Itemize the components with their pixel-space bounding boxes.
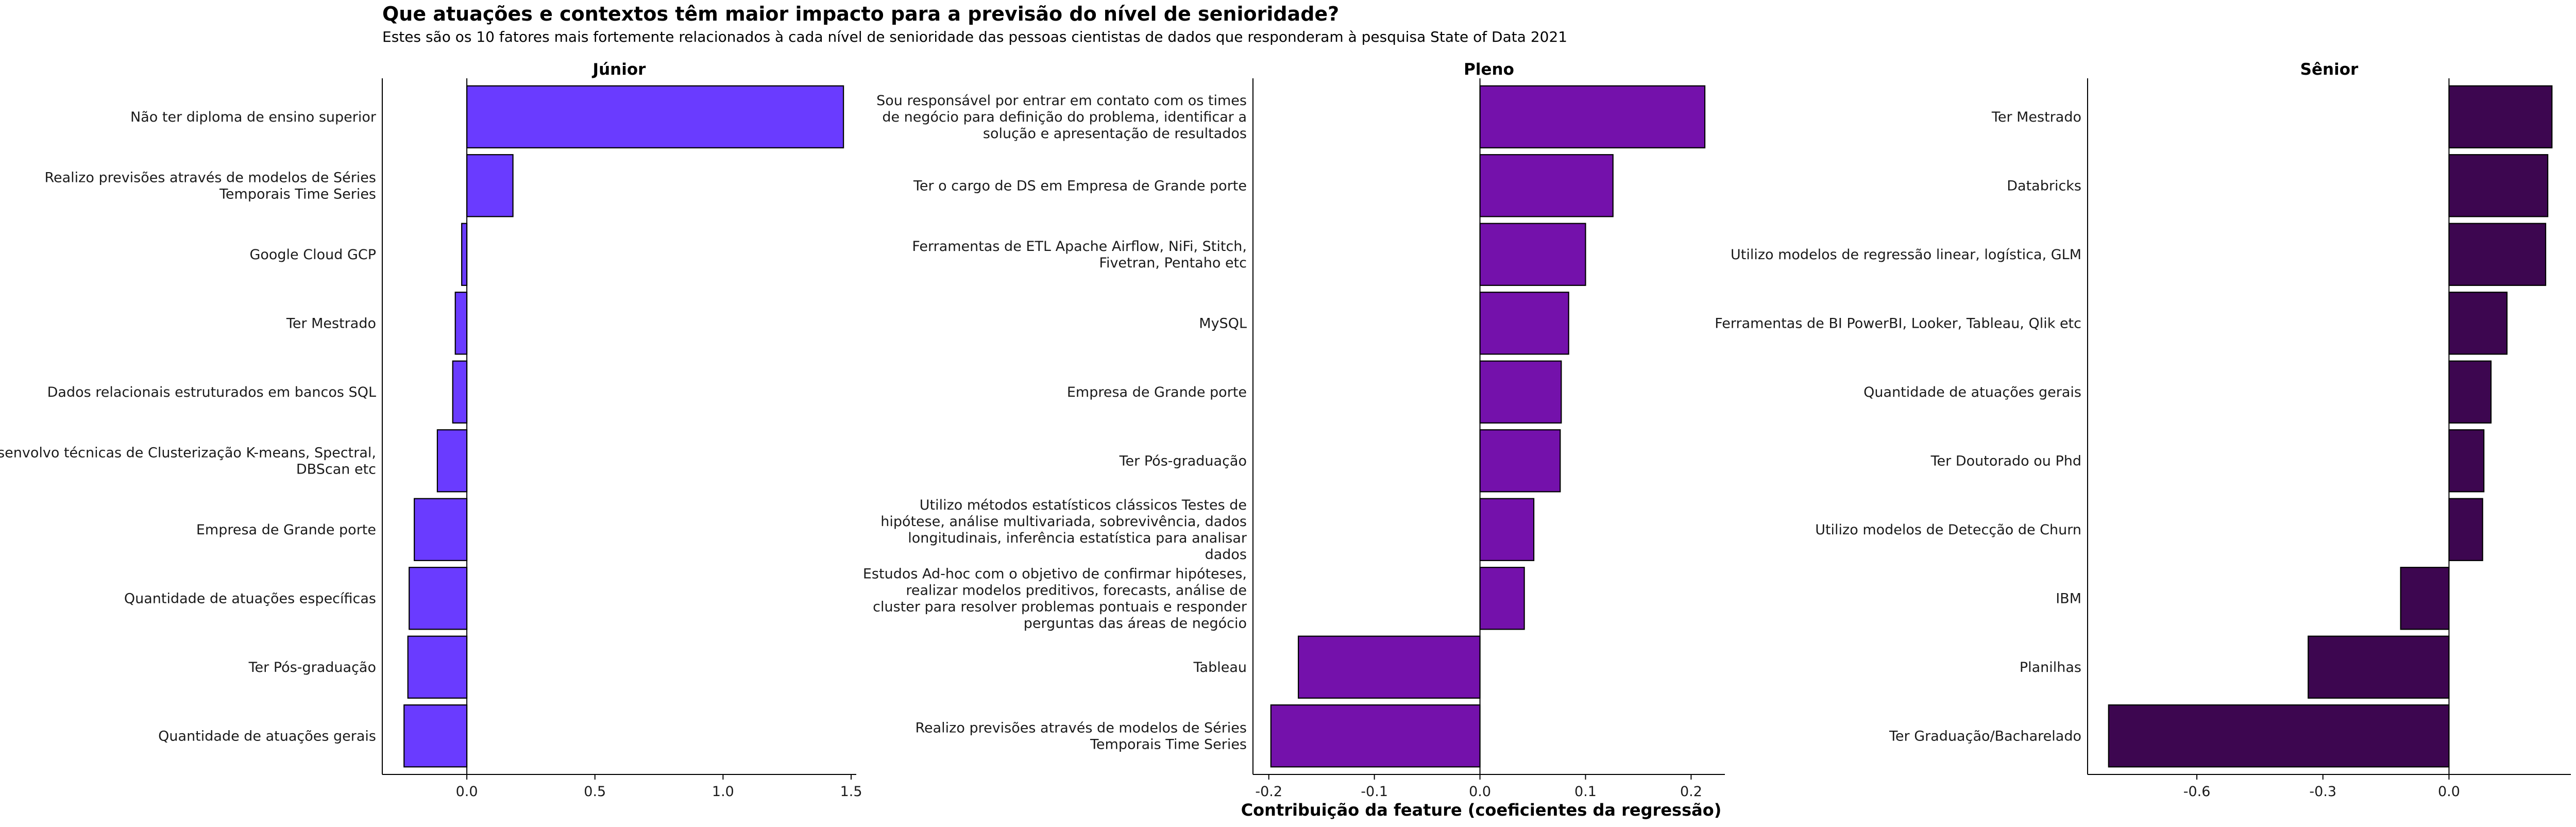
facet-title: Pleno — [1464, 60, 1514, 79]
category-label: Desenvolvo técnicas de Clusterização K-m… — [0, 445, 376, 477]
category-label: Ter Pós-graduação — [1119, 453, 1247, 469]
bar — [466, 154, 514, 217]
bar — [2448, 360, 2492, 424]
category-label: Quantidade de atuações gerais — [158, 728, 376, 744]
bar — [1479, 154, 1614, 217]
bar — [1270, 704, 1481, 768]
category-label: Utilizo métodos estatísticos clássicos T… — [880, 497, 1247, 563]
category-label: Realizo previsões através de modelos de … — [915, 720, 1247, 752]
bar — [2448, 154, 2549, 217]
category-label: Utilizo modelos de Detecção de Churn — [1815, 522, 2081, 538]
category-label: Ter Graduação/Bacharelado — [1889, 728, 2081, 744]
category-label: MySQL — [1199, 315, 1247, 331]
bar — [2400, 567, 2450, 630]
bar — [452, 360, 468, 424]
x-tick-label: -0.6 — [2183, 784, 2211, 800]
category-label: Ter Pós-graduação — [248, 660, 376, 676]
x-tick-label: -0.1 — [1361, 784, 1388, 800]
category-label: Planilhas — [2020, 660, 2081, 676]
bar — [2308, 635, 2450, 699]
bar — [2108, 704, 2450, 768]
category-label: Google Cloud GCP — [249, 247, 376, 263]
x-tick-label: 0.0 — [1469, 784, 1491, 800]
bar — [2448, 223, 2547, 286]
category-label: Estudos Ad-hoc com o objetivo de confirm… — [863, 566, 1247, 631]
facet-title: Sênior — [2300, 60, 2359, 79]
bar — [466, 85, 844, 148]
bar — [1479, 567, 1525, 630]
x-axis-label: Contribuição da feature (coeficientes da… — [1241, 800, 1722, 820]
x-tick-label: 0.0 — [456, 784, 478, 800]
x-tick-label: 0.5 — [584, 784, 606, 800]
category-label: Dados relacionais estruturados em bancos… — [47, 384, 376, 400]
bar — [403, 704, 468, 768]
bar — [1479, 85, 1706, 148]
bar — [2448, 85, 2553, 148]
bar — [2448, 292, 2508, 355]
bar — [1479, 292, 1569, 355]
category-label: IBM — [2056, 590, 2081, 606]
category-label: Ferramentas de ETL Apache Airflow, NiFi,… — [912, 239, 1247, 271]
x-tick-label: -0.2 — [1255, 784, 1282, 800]
bar — [409, 567, 468, 630]
category-label: Quantidade de atuações específicas — [124, 590, 376, 606]
bar — [1298, 635, 1481, 699]
category-label: Utilizo modelos de regressão linear, log… — [1731, 247, 2081, 263]
bar — [2448, 498, 2483, 561]
x-tick-label: 1.0 — [712, 784, 734, 800]
x-tick-label: 0.1 — [1574, 784, 1597, 800]
bar — [436, 429, 468, 493]
chart-subtitle: Estes são os 10 fatores mais fortemente … — [382, 28, 1567, 45]
bar — [1479, 360, 1562, 424]
category-label: Ter Doutorado ou Phd — [1930, 453, 2081, 469]
category-label: Realizo previsões através de modelos de … — [44, 170, 376, 202]
x-tick-label: -0.3 — [2309, 784, 2336, 800]
facet-3: Sênior Ter Mestrado Databricks Utilizo mode… — [1715, 60, 2571, 800]
category-label: Não ter diploma de ensino superior — [130, 109, 377, 125]
bar — [1479, 498, 1535, 561]
category-label: Sou responsável por entrar em contato co… — [876, 93, 1247, 142]
chart-title: Que atuações e contextos têm maior impac… — [382, 3, 1339, 25]
bar — [2448, 429, 2485, 493]
category-label: Quantidade de atuações gerais — [1863, 384, 2081, 400]
category-label: Ter Mestrado — [1991, 109, 2081, 125]
category-label: Empresa de Grande porte — [196, 522, 376, 538]
bar — [1479, 429, 1561, 493]
category-label: Ferramentas de BI PowerBI, Looker, Table… — [1715, 315, 2081, 331]
x-tick-label: 0.2 — [1680, 784, 1702, 800]
bar — [407, 635, 468, 699]
x-tick-label: 0.0 — [2438, 784, 2460, 800]
bar — [414, 498, 468, 561]
facet-2: Pleno Sou responsável por entrar em conta… — [863, 60, 1725, 800]
bar — [1479, 223, 1586, 286]
bar — [461, 223, 468, 286]
category-label: Tableau — [1193, 660, 1247, 676]
facets-group: Júnior Não ter diploma de ensino superior… — [0, 60, 2571, 800]
category-label: Empresa de Grande porte — [1067, 384, 1247, 400]
facet-1: Júnior Não ter diploma de ensino superior… — [0, 60, 862, 800]
category-label: Databricks — [2007, 178, 2081, 194]
category-label: Ter o cargo de DS em Empresa de Grande p… — [913, 178, 1247, 194]
facet-title: Júnior — [592, 60, 647, 79]
x-tick-label: 1.5 — [840, 784, 862, 800]
bar — [454, 292, 468, 355]
category-label: Ter Mestrado — [286, 315, 376, 331]
